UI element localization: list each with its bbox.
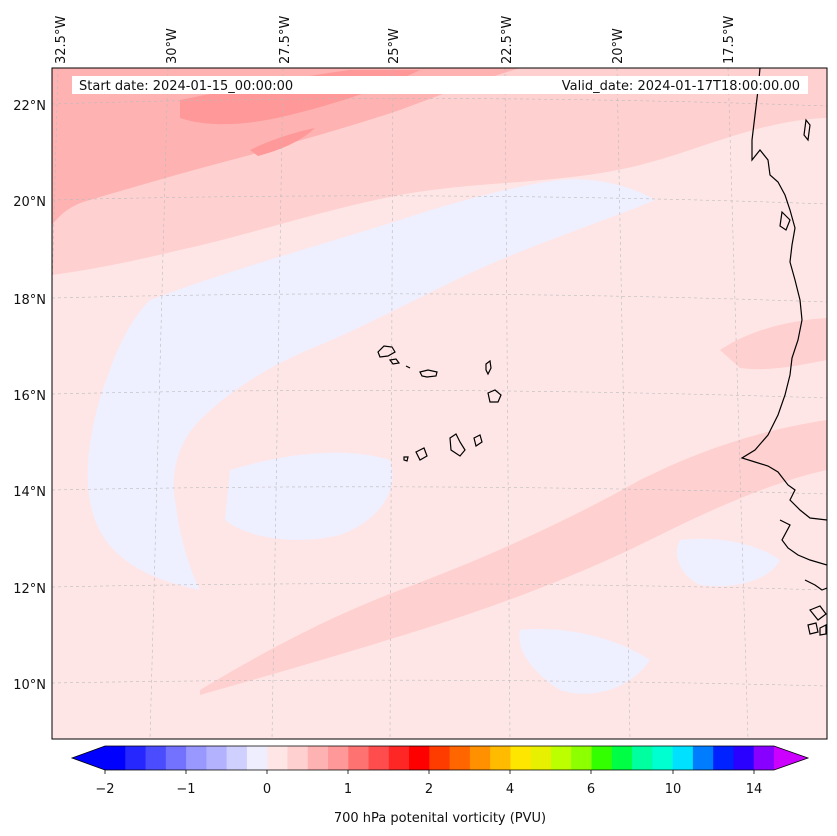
colorbar-tick-label: 14 bbox=[746, 782, 763, 797]
negative-pv-patch-2 bbox=[225, 452, 393, 540]
colorbar-tick-label: −1 bbox=[176, 782, 195, 797]
lon-label: 30°W bbox=[165, 28, 180, 64]
colorbar-segment bbox=[246, 746, 268, 770]
latitude-gridlines bbox=[52, 98, 827, 687]
colorbar-extend-max bbox=[774, 746, 808, 770]
negative-pv-band bbox=[87, 179, 656, 590]
colorbar-segment bbox=[632, 746, 653, 770]
lat-label: 14°N bbox=[13, 485, 46, 500]
colorbar-segment bbox=[307, 746, 329, 770]
colorbar-segment bbox=[551, 746, 572, 770]
colorbar-segment bbox=[348, 746, 370, 770]
colorbar-segment bbox=[429, 746, 451, 770]
colorbar-segment bbox=[186, 746, 207, 770]
colorbar-tick-label: 0 bbox=[263, 782, 271, 797]
colorbar-tick-label: 1 bbox=[344, 782, 352, 797]
longitude-labels: 32.5°W 30°W 27.5°W 25°W 22.5°W 20°W 17.5… bbox=[54, 16, 737, 64]
lon-label: 22.5°W bbox=[500, 16, 515, 64]
lat-label: 20°N bbox=[13, 195, 46, 210]
colorbar-segment bbox=[125, 746, 147, 770]
lat-label: 22°N bbox=[13, 99, 46, 114]
colorbar-segment bbox=[692, 746, 714, 770]
colorbar-label: 700 hPa potenital vorticity (PVU) bbox=[334, 811, 546, 826]
header-box bbox=[72, 76, 808, 94]
negative-pv-patch-4 bbox=[519, 629, 650, 694]
colorbar-extend-min bbox=[72, 746, 105, 770]
valid-date-label: Valid_date: 2024-01-17T18:00:00.00 bbox=[562, 79, 800, 94]
colorbar-segment bbox=[611, 746, 633, 770]
colorbar-segment bbox=[206, 746, 228, 770]
lon-label: 32.5°W bbox=[54, 16, 69, 64]
start-date-label: Start date: 2024-01-15_00:00:00 bbox=[79, 79, 293, 94]
colorbar-segment bbox=[105, 746, 126, 770]
lon-label: 17.5°W bbox=[722, 16, 737, 64]
pv-band-south bbox=[200, 420, 827, 695]
colorbar-segment bbox=[530, 746, 552, 770]
colorbar-segment bbox=[490, 746, 511, 770]
colorbar-ticks: −2 −1 0 1 2 4 6 10 14 bbox=[95, 782, 762, 797]
colorbar-segment bbox=[713, 746, 734, 770]
latitude-labels: 22°N 20°N 18°N 16°N 14°N 12°N 10°N bbox=[13, 99, 46, 693]
colorbar-segment bbox=[571, 746, 593, 770]
colorbar-segment bbox=[267, 746, 288, 770]
colorbar-segment bbox=[469, 746, 491, 770]
lat-label: 12°N bbox=[13, 582, 46, 597]
lon-label: 20°W bbox=[611, 28, 626, 64]
map-panel bbox=[52, 68, 827, 739]
colorbar-tick-label: 2 bbox=[425, 782, 433, 797]
lat-label: 16°N bbox=[13, 389, 46, 404]
cape-verde-islands bbox=[377, 345, 502, 462]
colorbar-tick-label: 6 bbox=[587, 782, 595, 797]
colorbar bbox=[70, 745, 810, 774]
colorbar-segment bbox=[287, 746, 309, 770]
colorbar-segment bbox=[388, 746, 410, 770]
pv-core-north-2 bbox=[250, 128, 315, 156]
lat-label: 10°N bbox=[13, 678, 46, 693]
colorbar-tick-label: 4 bbox=[506, 782, 514, 797]
lon-label: 25°W bbox=[387, 28, 402, 64]
colorbar-segment bbox=[328, 746, 349, 770]
colorbar-segment bbox=[733, 746, 755, 770]
colorbar-tick-label: −2 bbox=[95, 782, 114, 797]
negative-pv-patch-3 bbox=[676, 538, 780, 587]
colorbar-segment bbox=[145, 746, 167, 770]
colorbar-segment bbox=[368, 746, 390, 770]
colorbar-segment bbox=[165, 746, 187, 770]
colorbar-segment bbox=[226, 746, 248, 770]
colorbar-segment bbox=[591, 746, 613, 770]
colorbar-tick-label: 10 bbox=[665, 782, 682, 797]
colorbar-segment bbox=[510, 746, 532, 770]
colorbar-segment bbox=[409, 746, 430, 770]
lon-label: 27.5°W bbox=[278, 16, 293, 64]
colorbar-segment bbox=[753, 746, 775, 770]
longitude-gridlines bbox=[52, 68, 749, 739]
colorbar-segment bbox=[652, 746, 674, 770]
colorbar-segment bbox=[449, 746, 471, 770]
pv-band-north-strong bbox=[52, 68, 520, 225]
africa-coastline bbox=[740, 68, 827, 636]
colorbar-segment bbox=[672, 746, 694, 770]
lat-label: 18°N bbox=[13, 293, 46, 308]
map-frame bbox=[51, 67, 828, 740]
